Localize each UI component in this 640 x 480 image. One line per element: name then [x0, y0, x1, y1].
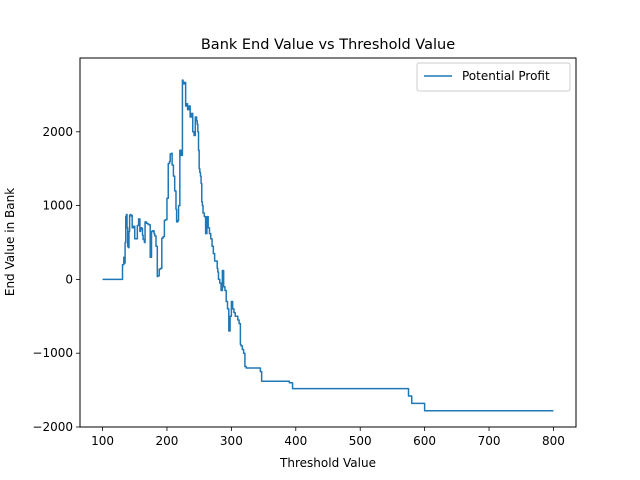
plot-area: [80, 58, 576, 427]
x-axis: 100 200 300 400 500 600 700 800: [91, 427, 565, 448]
x-tick-label: 500: [349, 434, 372, 448]
legend-box: [416, 62, 571, 92]
y-tick-label: 1000: [42, 199, 73, 213]
x-axis-title: Threshold Value: [279, 456, 376, 470]
x-tick-label: 600: [413, 434, 436, 448]
y-axis: −2000 −1000 0 1000 2000: [32, 125, 80, 434]
legend-label-potential-profit: Potential Profit: [462, 69, 550, 83]
series-line-potential-profit: [102, 79, 554, 412]
y-tick-label: −2000: [32, 420, 73, 434]
y-tick-label: 2000: [42, 125, 73, 139]
plot-border: [79, 57, 577, 428]
series-layer: [102, 79, 554, 412]
y-axis-title: End Value in Bank: [3, 188, 17, 296]
plot-frame: [80, 58, 576, 427]
x-tick-label: 300: [220, 434, 243, 448]
y-tick-label: −1000: [32, 346, 73, 360]
chart-title: Bank End Value vs Threshold Value: [201, 37, 455, 53]
x-tick-label: 200: [156, 434, 179, 448]
legend: Potential Profit: [416, 62, 571, 92]
x-tick-label: 800: [542, 434, 565, 448]
x-tick-label: 100: [91, 434, 114, 448]
x-tick-label: 400: [284, 434, 307, 448]
y-tick-label: 0: [65, 272, 73, 286]
x-tick-label: 700: [478, 434, 501, 448]
